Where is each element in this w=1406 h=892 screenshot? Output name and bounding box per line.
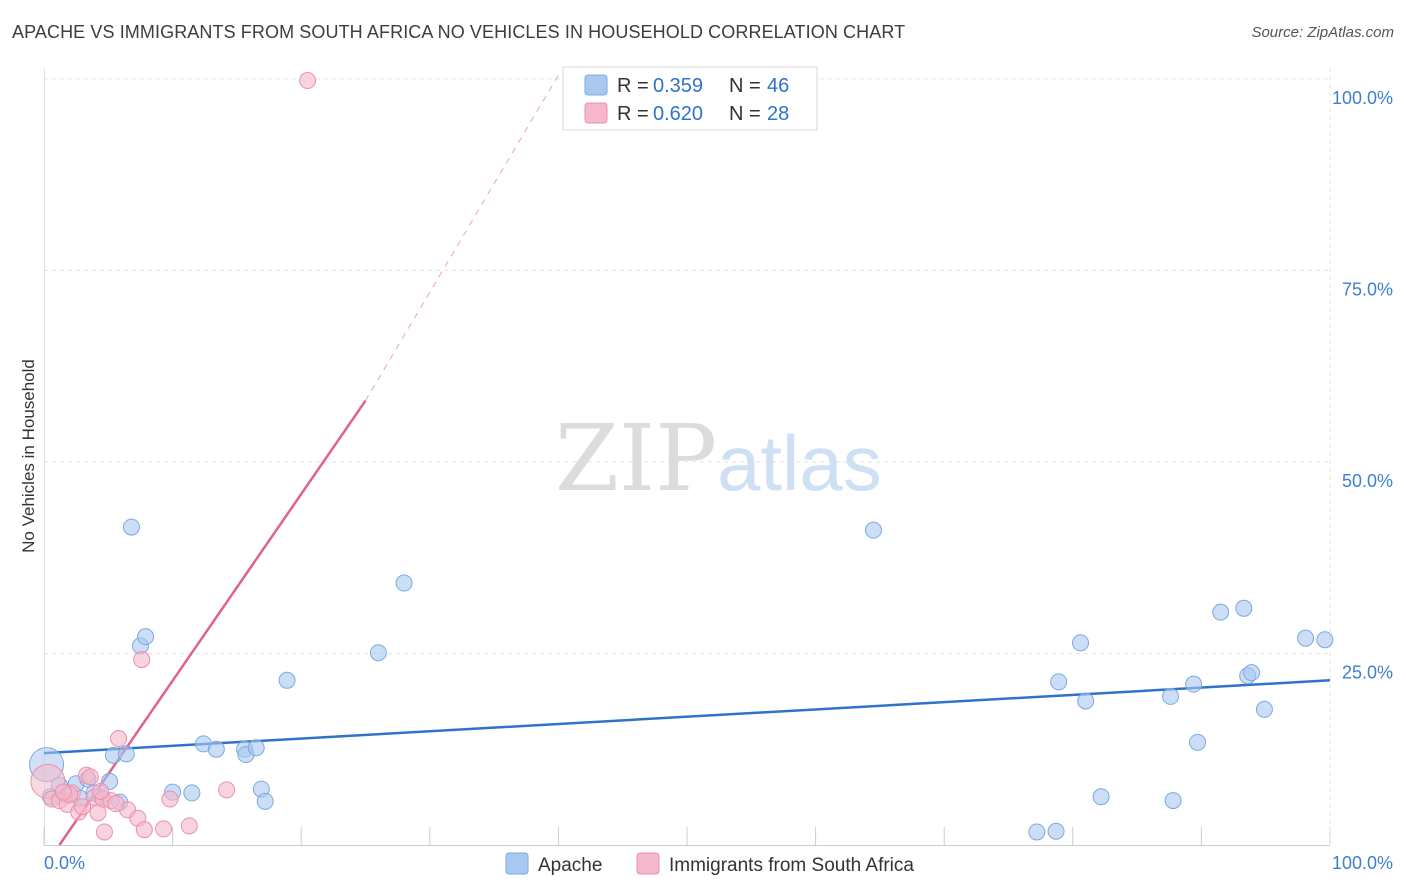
south-africa-trend-extension	[365, 74, 559, 401]
south-africa-point	[92, 782, 110, 800]
apache-point	[183, 784, 201, 802]
apache-point	[1164, 792, 1182, 810]
apache-point	[1028, 823, 1046, 841]
apache-point	[278, 671, 296, 689]
stats-n-value-apache: 46	[767, 75, 789, 97]
legend-swatch-apache	[505, 852, 529, 875]
south-africa-point	[161, 790, 179, 808]
south-africa-point	[133, 651, 151, 669]
apache-point	[247, 739, 265, 757]
apache-point	[1185, 675, 1203, 693]
y-tick-label: 50.0%	[1342, 471, 1393, 491]
series-legend: Apache Immigrants from South Africa	[505, 852, 914, 876]
apache-point	[1047, 822, 1065, 840]
apache-point	[1212, 603, 1230, 621]
legend-label-apache: Apache	[538, 855, 602, 876]
south-africa-point	[155, 820, 173, 838]
gridlines	[44, 78, 1330, 654]
apache-point	[1072, 634, 1090, 652]
apache-point	[1092, 788, 1110, 806]
stats-r-label-apache: R =	[617, 75, 649, 97]
apache-point	[1243, 664, 1261, 682]
x-tick-label: 100.0%	[1332, 853, 1393, 873]
chart-title: APACHE VS IMMIGRANTS FROM SOUTH AFRICA N…	[12, 22, 906, 42]
south-africa-point	[180, 817, 198, 835]
apache-point	[1077, 692, 1095, 710]
south-africa-point	[81, 768, 99, 786]
stats-legend: R = 0.359 N = 46 R = 0.620 N = 28	[562, 66, 818, 131]
y-axis-label: No Vehicles in Household	[19, 359, 38, 553]
stats-n-value-south-africa: 28	[767, 103, 789, 125]
apache-point	[117, 745, 135, 763]
tick-labels: 25.0% 50.0% 75.0% 100.0% 0.0% 100.0%	[44, 88, 1393, 873]
apache-point	[1235, 599, 1253, 617]
south-africa-point	[74, 798, 92, 816]
stats-swatch-south-africa	[584, 102, 608, 124]
south-africa-point	[95, 823, 113, 841]
apache-point	[122, 518, 140, 536]
apache-point	[1316, 631, 1334, 649]
source-credit: Source: ZipAtlas.com	[1251, 24, 1394, 41]
y-tick-label: 100.0%	[1332, 88, 1393, 108]
apache-point	[395, 574, 413, 592]
apache-point	[1255, 700, 1273, 718]
south-africa-point	[135, 821, 153, 839]
stats-swatch-apache	[584, 74, 608, 96]
south-africa-point	[299, 72, 317, 90]
apache-point	[256, 792, 274, 810]
south-africa-trend-line	[58, 400, 367, 846]
y-tick-label: 25.0%	[1342, 663, 1393, 683]
south-africa-point	[107, 795, 125, 813]
y-tick-label: 75.0%	[1342, 280, 1393, 300]
south-africa-point	[110, 730, 128, 748]
watermark-atlas: atlas	[717, 419, 882, 507]
apache-point	[1162, 687, 1180, 705]
stats-r-value-south-africa: 0.620	[653, 103, 703, 125]
apache-point	[207, 740, 225, 758]
stats-n-label-south-africa: N =	[729, 103, 761, 125]
watermark: ZIP atlas	[555, 405, 882, 512]
apache-point	[1050, 673, 1068, 691]
apache-point	[1297, 629, 1315, 647]
legend-swatch-south-africa	[636, 852, 660, 875]
x-tick-label: 0.0%	[44, 853, 85, 873]
legend-label-south-africa: Immigrants from South Africa	[669, 855, 914, 876]
stats-n-label-apache: N =	[729, 75, 761, 97]
apache-trend-line	[43, 679, 1331, 755]
south-africa-point	[218, 781, 236, 799]
axes	[43, 68, 1331, 846]
data-points	[29, 72, 1334, 841]
south-africa-point	[54, 783, 72, 801]
apache-point	[369, 644, 387, 662]
apache-point	[137, 628, 155, 646]
stats-r-label-south-africa: R =	[617, 103, 649, 125]
watermark-zip: ZIP	[555, 405, 717, 512]
apache-point	[864, 521, 882, 539]
apache-point	[1189, 733, 1207, 751]
stats-r-value-apache: 0.359	[653, 75, 703, 97]
